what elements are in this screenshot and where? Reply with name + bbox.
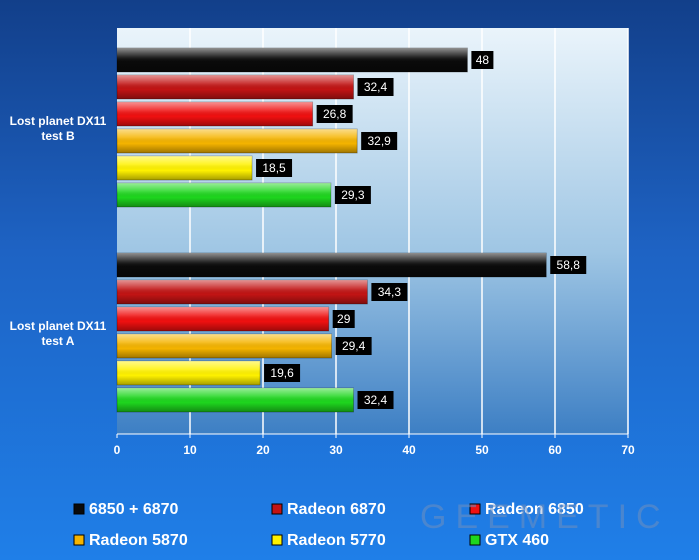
bar-shine (117, 156, 253, 180)
legend-swatch (73, 534, 85, 546)
legend-label: Radeon 5870 (89, 532, 188, 549)
data-label-box (334, 186, 371, 204)
bar-group: 29,3 (116, 182, 371, 208)
bar-group: 32,4 (116, 387, 394, 413)
legend-label: Radeon 5770 (287, 532, 386, 549)
bar-group: 29 (116, 306, 355, 332)
x-tick-label: 0 (114, 443, 121, 457)
legend-item: 6850 + 6870 (73, 501, 179, 518)
bar-group: 34,3 (116, 279, 408, 305)
data-label-box (471, 51, 494, 69)
watermark: GEEMETIC (420, 498, 670, 536)
bar-group: 32,9 (116, 128, 398, 154)
legend-swatch (469, 503, 481, 515)
bar-shine (117, 334, 332, 358)
bar-group: 29,4 (116, 333, 372, 359)
category-label: Lost planet DX11 test B (10, 114, 107, 143)
data-label: 19,6 (270, 366, 294, 380)
data-label: 58,8 (557, 258, 581, 272)
legend-swatch (271, 534, 283, 546)
data-label-box (371, 283, 408, 301)
legend: 6850 + 6870 Radeon 6870 Radeon 6850 Radeon … (73, 501, 584, 549)
data-label: 29,3 (341, 188, 365, 202)
bars: 48 32,4 26,8 32,9 18,5 29,3 58,8 34,3 29 29,4 19,6… (116, 47, 587, 413)
category-labels: Lost planet DX11 test B Lost planet DX11 te… (10, 114, 107, 348)
data-label: 32,4 (364, 80, 388, 94)
legend-item: GTX 460 (469, 532, 549, 549)
legend-item: Radeon 5870 (73, 532, 188, 549)
bar-shine (117, 280, 368, 304)
bar-shine (117, 388, 354, 412)
x-axis: 0 10 20 30 40 50 60 70 (114, 433, 635, 457)
legend-label: 6850 + 6870 (89, 501, 179, 518)
data-label-box (361, 132, 398, 150)
bar-shine (117, 48, 468, 72)
x-tick-label: 10 (183, 443, 197, 457)
bar-shine (117, 102, 313, 126)
data-label-box (550, 256, 587, 274)
data-label: 29,4 (342, 339, 366, 353)
data-label-box (357, 78, 394, 96)
bar-group: 19,6 (116, 360, 301, 386)
bar-shine (117, 253, 547, 277)
bar-group: 26,8 (116, 101, 353, 127)
data-label: 32,4 (364, 393, 388, 407)
data-label-box (332, 310, 355, 328)
bar-group: 32,4 (116, 74, 394, 100)
legend-item: Radeon 6870 (271, 501, 386, 518)
data-label-box (264, 364, 301, 382)
bar-shine (117, 183, 331, 207)
legend-label: Radeon 6850 (485, 501, 584, 518)
legend-item: Radeon 6850 (469, 501, 584, 518)
x-tick-label: 20 (256, 443, 270, 457)
bar-shine (117, 361, 261, 385)
bar-shine (117, 307, 329, 331)
x-tick-label: 60 (548, 443, 562, 457)
legend-label: GTX 460 (485, 532, 549, 549)
legend-swatch (469, 534, 481, 546)
x-tick-label: 30 (329, 443, 343, 457)
legend-label: Radeon 6870 (287, 501, 386, 518)
data-label: 32,9 (367, 134, 391, 148)
data-label: 34,3 (378, 285, 402, 299)
bar-group: 18,5 (116, 155, 293, 181)
legend-item: Radeon 5770 (271, 532, 386, 549)
x-tick-label: 40 (402, 443, 416, 457)
data-label-box (335, 337, 372, 355)
data-label-box (316, 105, 353, 123)
category-label: Lost planet DX11 test A (10, 319, 107, 348)
x-tick-label: 50 (475, 443, 489, 457)
legend-swatch (271, 503, 283, 515)
data-label-box (357, 391, 394, 409)
bar-shine (117, 75, 354, 99)
legend-swatch (73, 503, 85, 515)
data-label: 29 (337, 312, 351, 326)
bar-group: 48 (116, 47, 494, 73)
data-label-box (256, 159, 293, 177)
bar-group: 58,8 (116, 252, 587, 278)
data-label: 26,8 (323, 107, 347, 121)
x-tick-label: 70 (621, 443, 635, 457)
data-label: 48 (476, 53, 490, 67)
bar-shine (117, 129, 358, 153)
data-label: 18,5 (262, 161, 286, 175)
